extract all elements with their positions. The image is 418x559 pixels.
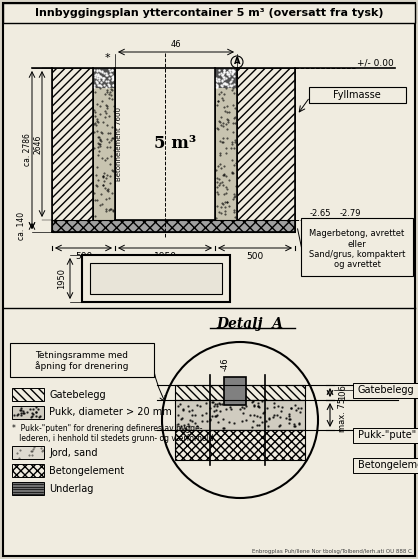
Text: 5 m³: 5 m³ <box>154 135 196 153</box>
Bar <box>224 377 246 405</box>
Bar <box>52 220 295 232</box>
Bar <box>12 406 44 419</box>
Bar <box>12 446 44 459</box>
FancyBboxPatch shape <box>353 458 418 473</box>
Text: 1950: 1950 <box>153 252 176 261</box>
Bar <box>3 3 415 23</box>
Bar <box>215 68 237 88</box>
Bar <box>115 68 215 220</box>
Bar <box>93 68 115 88</box>
FancyBboxPatch shape <box>301 218 413 276</box>
Text: Betongelement: Betongelement <box>49 466 124 476</box>
Text: -46: -46 <box>221 357 229 371</box>
Text: Tetningsramme med: Tetningsramme med <box>36 352 128 361</box>
Bar <box>90 263 222 294</box>
Bar <box>215 68 237 220</box>
Text: Pukk, diameter > 20 mm: Pukk, diameter > 20 mm <box>49 408 172 418</box>
FancyBboxPatch shape <box>309 87 406 103</box>
Text: 46: 46 <box>171 40 181 49</box>
Circle shape <box>162 342 318 498</box>
Text: 500: 500 <box>246 252 264 261</box>
Text: Enbrogplas Puh/llene Nor tbolsg/Tolbend/lerh.ati OU 888 C: Enbrogplas Puh/llene Nor tbolsg/Tolbend/… <box>252 549 412 554</box>
Text: Pukk-"pute": Pukk-"pute" <box>358 430 416 440</box>
Polygon shape <box>52 68 93 232</box>
Text: -2.79: -2.79 <box>340 209 362 218</box>
Text: A: A <box>234 58 240 67</box>
Text: Magerbetong, avrettet: Magerbetong, avrettet <box>309 229 405 238</box>
Text: *  Pukk-"puten" for drenering defineres av bygge-
   lederen, i henhold til sted: * Pukk-"puten" for drenering defineres a… <box>12 424 216 443</box>
Text: Innbyggingsplan yttercontainer 5 m³ (oversatt fra tysk): Innbyggingsplan yttercontainer 5 m³ (ove… <box>35 8 383 18</box>
Bar <box>52 68 295 232</box>
Text: åpning for drenering: åpning for drenering <box>35 361 129 371</box>
Bar <box>12 482 44 495</box>
Text: *: * <box>104 53 110 63</box>
FancyBboxPatch shape <box>353 428 418 443</box>
Text: 500: 500 <box>75 252 92 261</box>
Text: ca. 2786: ca. 2786 <box>23 134 31 167</box>
Text: Jord, sand: Jord, sand <box>49 448 97 457</box>
Polygon shape <box>237 68 295 232</box>
Text: ca. 140: ca. 140 <box>18 212 26 240</box>
Text: +/- 0.00: +/- 0.00 <box>357 58 394 67</box>
FancyBboxPatch shape <box>353 383 418 398</box>
Text: 1950: 1950 <box>58 268 66 289</box>
Text: Gatebelegg: Gatebelegg <box>49 390 106 400</box>
Text: Fyllmasse: Fyllmasse <box>333 90 381 100</box>
Bar <box>175 385 305 400</box>
Text: Gatebelegg: Gatebelegg <box>358 385 415 395</box>
Text: 2646: 2646 <box>33 134 43 154</box>
Bar <box>82 255 230 302</box>
Text: Detalj  A: Detalj A <box>217 317 283 331</box>
Text: Sand/grus, kompaktert: Sand/grus, kompaktert <box>309 250 405 259</box>
Text: og avrettet: og avrettet <box>334 260 380 269</box>
Bar <box>93 68 115 220</box>
Text: Betonnelement 7600: Betonnelement 7600 <box>116 107 122 181</box>
Text: Betongelement: Betongelement <box>358 460 418 470</box>
Text: 106: 106 <box>338 385 347 400</box>
Text: max. 75: max. 75 <box>338 398 347 432</box>
Text: Underlag: Underlag <box>49 484 93 494</box>
FancyBboxPatch shape <box>10 343 154 377</box>
Bar <box>12 464 44 477</box>
Text: eller: eller <box>348 240 366 249</box>
Text: -2.65: -2.65 <box>310 209 331 218</box>
Bar <box>175 430 305 460</box>
Bar <box>175 400 305 430</box>
Bar <box>12 388 44 401</box>
